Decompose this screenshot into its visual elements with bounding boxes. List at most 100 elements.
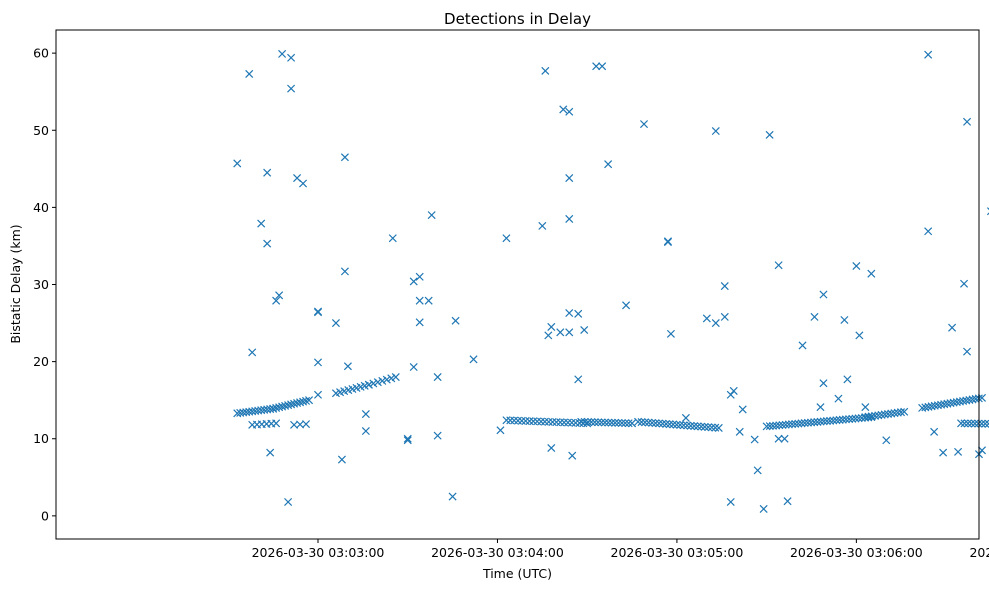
- data-point: [933, 401, 942, 410]
- data-point: [822, 417, 831, 426]
- data-point: [880, 410, 889, 419]
- data-point: [364, 380, 373, 389]
- data-point: [594, 418, 603, 427]
- data-point: [568, 451, 577, 460]
- data-point: [343, 362, 352, 371]
- data-point: [676, 420, 685, 430]
- data-point: [600, 418, 609, 427]
- data-point: [639, 120, 649, 129]
- data-point: [587, 418, 596, 427]
- data-point: [415, 318, 424, 327]
- data-point: [257, 219, 266, 228]
- data-point: [655, 419, 664, 428]
- data-point: [768, 421, 778, 430]
- data-point: [313, 358, 323, 367]
- data-point: [759, 504, 768, 513]
- data-point: [409, 362, 418, 372]
- data-point: [690, 422, 699, 431]
- data-point: [738, 405, 747, 414]
- chart-title: Detections in Delay: [444, 10, 591, 28]
- data-point: [791, 419, 800, 428]
- data-point: [893, 408, 902, 417]
- data-point: [666, 329, 675, 338]
- data-point: [807, 418, 816, 427]
- data-point: [884, 409, 893, 419]
- data-point: [296, 398, 305, 407]
- data-point: [248, 348, 257, 357]
- data-point: [559, 105, 568, 114]
- data-point: [955, 397, 964, 406]
- data-point: [580, 417, 589, 426]
- data-point: [939, 448, 948, 457]
- data-point: [281, 401, 290, 410]
- data-point: [693, 422, 702, 431]
- data-point: [887, 409, 896, 418]
- data-point: [574, 309, 583, 318]
- data-point: [874, 411, 883, 420]
- data-point: [448, 492, 457, 501]
- data-point: [826, 416, 835, 425]
- data-point: [714, 423, 723, 432]
- data-point: [977, 446, 987, 455]
- y-tick-label: 40: [33, 200, 49, 215]
- y-tick-label: 30: [33, 277, 49, 292]
- plot-frame: [55, 29, 980, 540]
- data-point: [611, 418, 620, 427]
- data-point: [851, 414, 860, 423]
- data-point: [819, 290, 828, 299]
- data-point: [648, 418, 657, 427]
- data-point: [765, 130, 774, 139]
- data-point: [361, 427, 370, 436]
- data-point: [547, 443, 556, 453]
- data-point: [845, 415, 854, 424]
- data-point: [272, 419, 281, 428]
- y-tick-label: 50: [33, 123, 49, 138]
- data-point: [940, 400, 949, 409]
- data-point: [949, 398, 958, 407]
- data-point: [937, 400, 946, 409]
- data-point: [628, 419, 637, 428]
- data-point: [331, 319, 340, 328]
- data-point: [962, 396, 971, 405]
- data-point: [451, 316, 460, 325]
- data-point: [565, 174, 574, 183]
- data-point: [960, 419, 969, 428]
- data-point: [896, 408, 906, 417]
- data-point: [810, 312, 819, 321]
- data-point: [686, 421, 695, 430]
- data-point: [293, 398, 302, 408]
- data-point: [834, 394, 843, 403]
- data-point: [403, 434, 412, 443]
- data-point: [861, 403, 870, 412]
- data-point: [683, 421, 692, 430]
- data-point: [798, 341, 807, 350]
- data-point: [720, 312, 729, 321]
- data-point: [843, 375, 852, 384]
- data-point: [284, 401, 293, 410]
- data-point: [871, 411, 880, 420]
- data-point: [774, 434, 783, 443]
- y-tick-label: 20: [33, 354, 49, 369]
- data-point: [299, 179, 308, 188]
- data-point: [803, 418, 812, 427]
- x-tick-label: 2026-03-30 03:07:00: [969, 545, 989, 560]
- data-point: [852, 261, 861, 271]
- data-point: [774, 261, 783, 270]
- data-point: [415, 296, 424, 305]
- data-point: [930, 427, 939, 436]
- data-point: [890, 409, 899, 418]
- data-point: [302, 420, 311, 429]
- data-point: [340, 153, 349, 162]
- data-point: [681, 413, 690, 422]
- x-tick-label: 2026-03-30 03:04:00: [431, 545, 564, 560]
- data-point: [816, 417, 825, 426]
- data-point: [580, 325, 589, 335]
- data-point: [841, 415, 850, 424]
- data-point: [835, 415, 844, 424]
- data-point: [697, 422, 706, 431]
- y-axis-label: Bistatic Delay (km): [8, 224, 23, 343]
- data-point: [373, 378, 382, 387]
- data-point: [621, 419, 630, 428]
- data-point: [556, 328, 565, 337]
